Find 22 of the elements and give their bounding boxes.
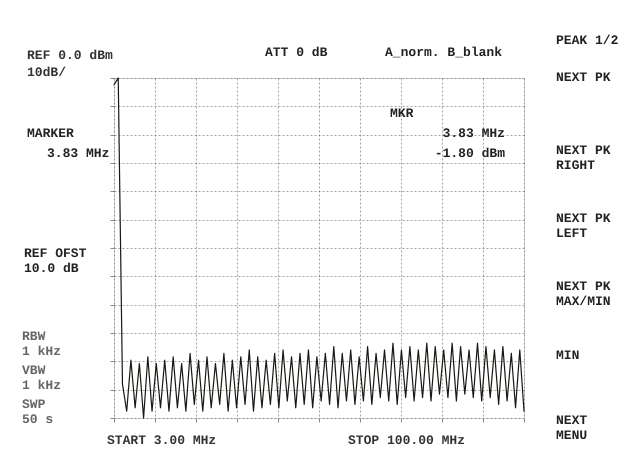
annotation: 3.83 MHz — [442, 126, 505, 141]
text: PEAK 1/2 — [556, 33, 619, 48]
annotation: -1.80 dBm — [434, 146, 506, 161]
annotation: MKR — [390, 106, 414, 121]
text: A_norm. B_blank — [385, 45, 502, 60]
text: ATT 0 dB — [265, 45, 328, 60]
text: 3.83 MHz — [47, 146, 110, 161]
text: RBW 1 kHz — [22, 329, 62, 359]
text: REF OFST 10.0 dB — [24, 246, 87, 276]
text: MIN — [556, 348, 580, 363]
text: VBW 1 kHz — [22, 363, 62, 393]
text: START 3.00 MHz — [107, 433, 216, 448]
text: MARKER — [27, 126, 74, 141]
text: SWP 50 s — [22, 397, 54, 427]
text: REF 0.0 dBm — [27, 48, 114, 63]
text: NEXT MENU — [556, 413, 588, 443]
text: 10dB/ — [27, 65, 66, 80]
text: STOP 100.00 MHz — [348, 433, 466, 448]
text: NEXT PK — [556, 70, 611, 85]
text: NEXT PK RIGHT — [556, 143, 611, 173]
text: NEXT PK LEFT — [556, 211, 611, 241]
text: NEXT PK MAX/MIN — [556, 279, 611, 309]
